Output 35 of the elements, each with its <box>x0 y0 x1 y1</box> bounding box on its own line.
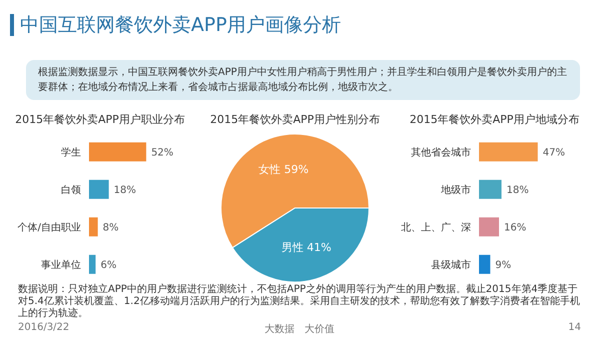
y-tick-label: 县级城市 <box>431 258 471 271</box>
bar <box>479 180 502 199</box>
y-tick-label: 事业单位 <box>41 258 81 271</box>
y-tick-label: 学生 <box>61 146 81 158</box>
bar <box>479 254 490 274</box>
y-tick-label: 地级市 <box>440 184 471 196</box>
text: 2016/3/22 <box>18 322 70 333</box>
data-label: 9% <box>495 260 512 271</box>
chart-title: 2015年餐饮外卖APP用户性别分布 <box>209 112 381 128</box>
text: 中国互联网餐饮外卖APP用户画像分析 <box>10 14 341 36</box>
data-label: 18% <box>506 184 529 196</box>
chart-title: 2015年餐饮外卖APP用户职业分布 <box>14 112 186 128</box>
y-tick-label: 北、上、广、深 <box>401 221 471 234</box>
data-label: 8% <box>102 222 119 234</box>
bar <box>479 142 538 162</box>
text: 14 <box>568 322 581 333</box>
bar <box>89 254 96 274</box>
data-label: 18% <box>114 184 136 196</box>
bar <box>89 142 146 162</box>
chart-title: 2015年餐饮外卖APP用户地域分布 <box>408 112 580 128</box>
data-label: 16% <box>504 222 526 234</box>
bar <box>89 217 98 236</box>
data-label: 52% <box>151 147 174 158</box>
y-tick-label: 其他省会城市 <box>411 146 471 158</box>
slice-label: 男性 41% <box>281 241 332 254</box>
text: 根据监测数据显示，中国互联网餐饮外卖APP用户中女性用户稍高于男性用户；并且学生和白领用户是餐饮外卖用户的主要群体；在地域分布情况上来看，省会城市占据最高地域分布比例，地级市次之。 <box>26 60 580 100</box>
bar <box>89 180 109 199</box>
data-label: 6% <box>100 260 116 271</box>
data-label: 47% <box>542 147 565 158</box>
y-tick-label: 白领 <box>61 184 81 196</box>
slice-label: 女性 59% <box>258 162 309 176</box>
annotation: 数据说明：只对独立APP中的用户数据进行监测统计，不包括APP之外的调用等行为产生的用户数据。截止2015年第4季度基于对5.4亿累计装机覆盖、1.2亿移动端月活跃用户的行为监测结果。采用自主研发的技术，帮助您有效了解数字消费者在智能手机上的行为轨迹。 <box>18 284 581 320</box>
text: 大数据 大价值 <box>264 324 334 335</box>
y-tick-label: 个体/自由职业 <box>18 221 81 234</box>
bar <box>479 217 499 236</box>
